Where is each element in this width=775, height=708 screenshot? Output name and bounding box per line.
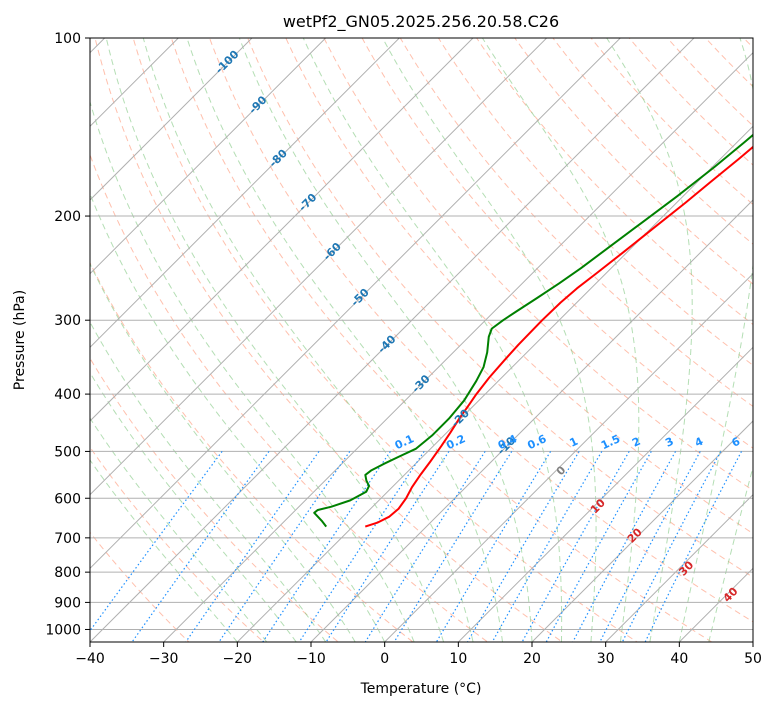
y-tick-label: 100 — [54, 31, 81, 47]
isotherm-line — [457, 346, 753, 642]
isotherms — [90, 38, 753, 642]
mixing-ratio-line — [325, 451, 450, 642]
mixing-ratio-line — [545, 451, 652, 642]
moist-adiabat-line — [90, 371, 297, 642]
moist-adiabat-line — [90, 417, 268, 642]
dry-adiabat-line — [476, 38, 753, 326]
dry-adiabat-line — [90, 261, 414, 642]
isotherm-line — [90, 38, 401, 349]
moist-adiabat-line — [90, 262, 356, 642]
mixing-ratio-line — [435, 451, 552, 642]
x-axis-label: Temperature (°C) — [360, 681, 482, 697]
isotherm-line — [90, 38, 253, 201]
y-axis: 100 200 300 400 500 600 700 800 900 1000 — [45, 31, 90, 638]
moist-adiabat-line — [606, 38, 693, 642]
moist-adiabat-line — [90, 321, 327, 642]
dry-adiabat-line — [437, 38, 753, 366]
x-tick-label: 50 — [744, 651, 762, 667]
x-tick-label: −10 — [296, 651, 326, 667]
sounding-series — [313, 133, 753, 528]
mixing-ratio-line — [185, 451, 320, 642]
dry-adiabat-line — [323, 38, 753, 492]
x-tick-label: 30 — [597, 651, 615, 667]
mixing-ratio-lines — [90, 451, 743, 642]
moist-adiabat-line — [90, 192, 386, 642]
moist-adiabat-line — [186, 38, 504, 642]
plot-frame — [89, 37, 754, 643]
moist-adiabat-line — [105, 38, 445, 642]
mixing-ratio-line — [262, 451, 391, 642]
dry-adiabat-line — [94, 38, 564, 642]
dry-adiabat-line — [132, 38, 638, 642]
dry-adiabat-line — [90, 153, 489, 642]
x-tick-label: −30 — [149, 651, 179, 667]
isotherm-line — [383, 272, 753, 642]
isotherm-line — [90, 38, 695, 642]
isotherm-line — [90, 38, 180, 128]
mixing-ratio-line — [131, 451, 270, 642]
y-tick-label: 400 — [54, 387, 81, 403]
moist-adiabat-line — [678, 38, 753, 642]
isotherm-line — [531, 420, 753, 642]
moist-adiabat-line — [90, 100, 415, 642]
moist-adiabat-line — [238, 38, 533, 642]
isobars — [90, 38, 753, 630]
x-tick-label: −20 — [223, 651, 253, 667]
moist-adiabats — [90, 38, 753, 642]
y-tick-label: 800 — [54, 565, 81, 581]
dry-adiabat-line — [590, 38, 753, 206]
dry-adiabat-line — [628, 38, 753, 166]
dry-adiabat-line — [285, 38, 753, 535]
dry-adiabat-line — [208, 38, 753, 623]
plot-area: -100-90-80-70-60-50-40-30-20-100.1 0.2 0.4… — [90, 38, 753, 642]
x-tick-label: 0 — [380, 651, 389, 667]
dry-adiabat-line — [361, 38, 753, 449]
moist-adiabat-line — [142, 38, 474, 642]
dry-adiabat-line — [247, 38, 753, 578]
x-tick-label: 40 — [670, 651, 688, 667]
dewpoint-line — [313, 133, 753, 528]
y-tick-label: 300 — [54, 313, 81, 329]
moist-adiabat-line — [302, 38, 563, 642]
temperature-line — [364, 145, 753, 528]
y-tick-label: 700 — [54, 531, 81, 547]
moist-adiabat-line — [90, 459, 238, 642]
x-tick-label: 10 — [449, 651, 467, 667]
y-tick-label: 1000 — [45, 622, 81, 638]
x-axis: −40 −30 −20 −10 0 10 20 30 40 50 — [75, 642, 762, 667]
x-tick-label: 20 — [523, 651, 541, 667]
isotherm-line — [90, 38, 622, 570]
isotherm-line — [162, 51, 753, 642]
isotherm-line — [90, 38, 548, 496]
isotherm-line — [236, 125, 753, 642]
mixing-ratio-line — [218, 451, 351, 642]
dry-adiabat-line — [170, 38, 713, 642]
chart-title: wetPf2_GN05.2025.256.20.58.C26 — [283, 12, 559, 32]
dry-adiabats — [90, 38, 753, 642]
moist-adiabat-line — [382, 38, 597, 642]
y-tick-label: 500 — [54, 444, 81, 460]
mixing-ratio-line — [644, 451, 743, 642]
dry-adiabat-line — [90, 531, 190, 642]
x-tick-label: −40 — [75, 651, 105, 667]
mixing-ratio-line — [298, 451, 425, 642]
moist-adiabat-line — [481, 38, 640, 642]
y-tick-label: 200 — [54, 209, 81, 225]
dry-adiabat-line — [514, 38, 753, 285]
dry-adiabat-line — [90, 446, 265, 642]
dry-adiabat-line — [399, 38, 753, 408]
isotherm-line — [90, 38, 474, 422]
mixing-ratio-line — [364, 451, 486, 642]
isotherm-line — [90, 38, 327, 275]
isotherm-line — [604, 493, 753, 642]
isotherm-line — [310, 199, 753, 642]
mixing-ratio-line — [521, 451, 630, 642]
mixing-ratio-line — [491, 451, 603, 642]
y-tick-label: 900 — [54, 595, 81, 611]
y-axis-label: Pressure (hPa) — [12, 290, 28, 390]
moist-adiabat-line — [708, 465, 753, 642]
y-tick-label: 600 — [54, 491, 81, 507]
